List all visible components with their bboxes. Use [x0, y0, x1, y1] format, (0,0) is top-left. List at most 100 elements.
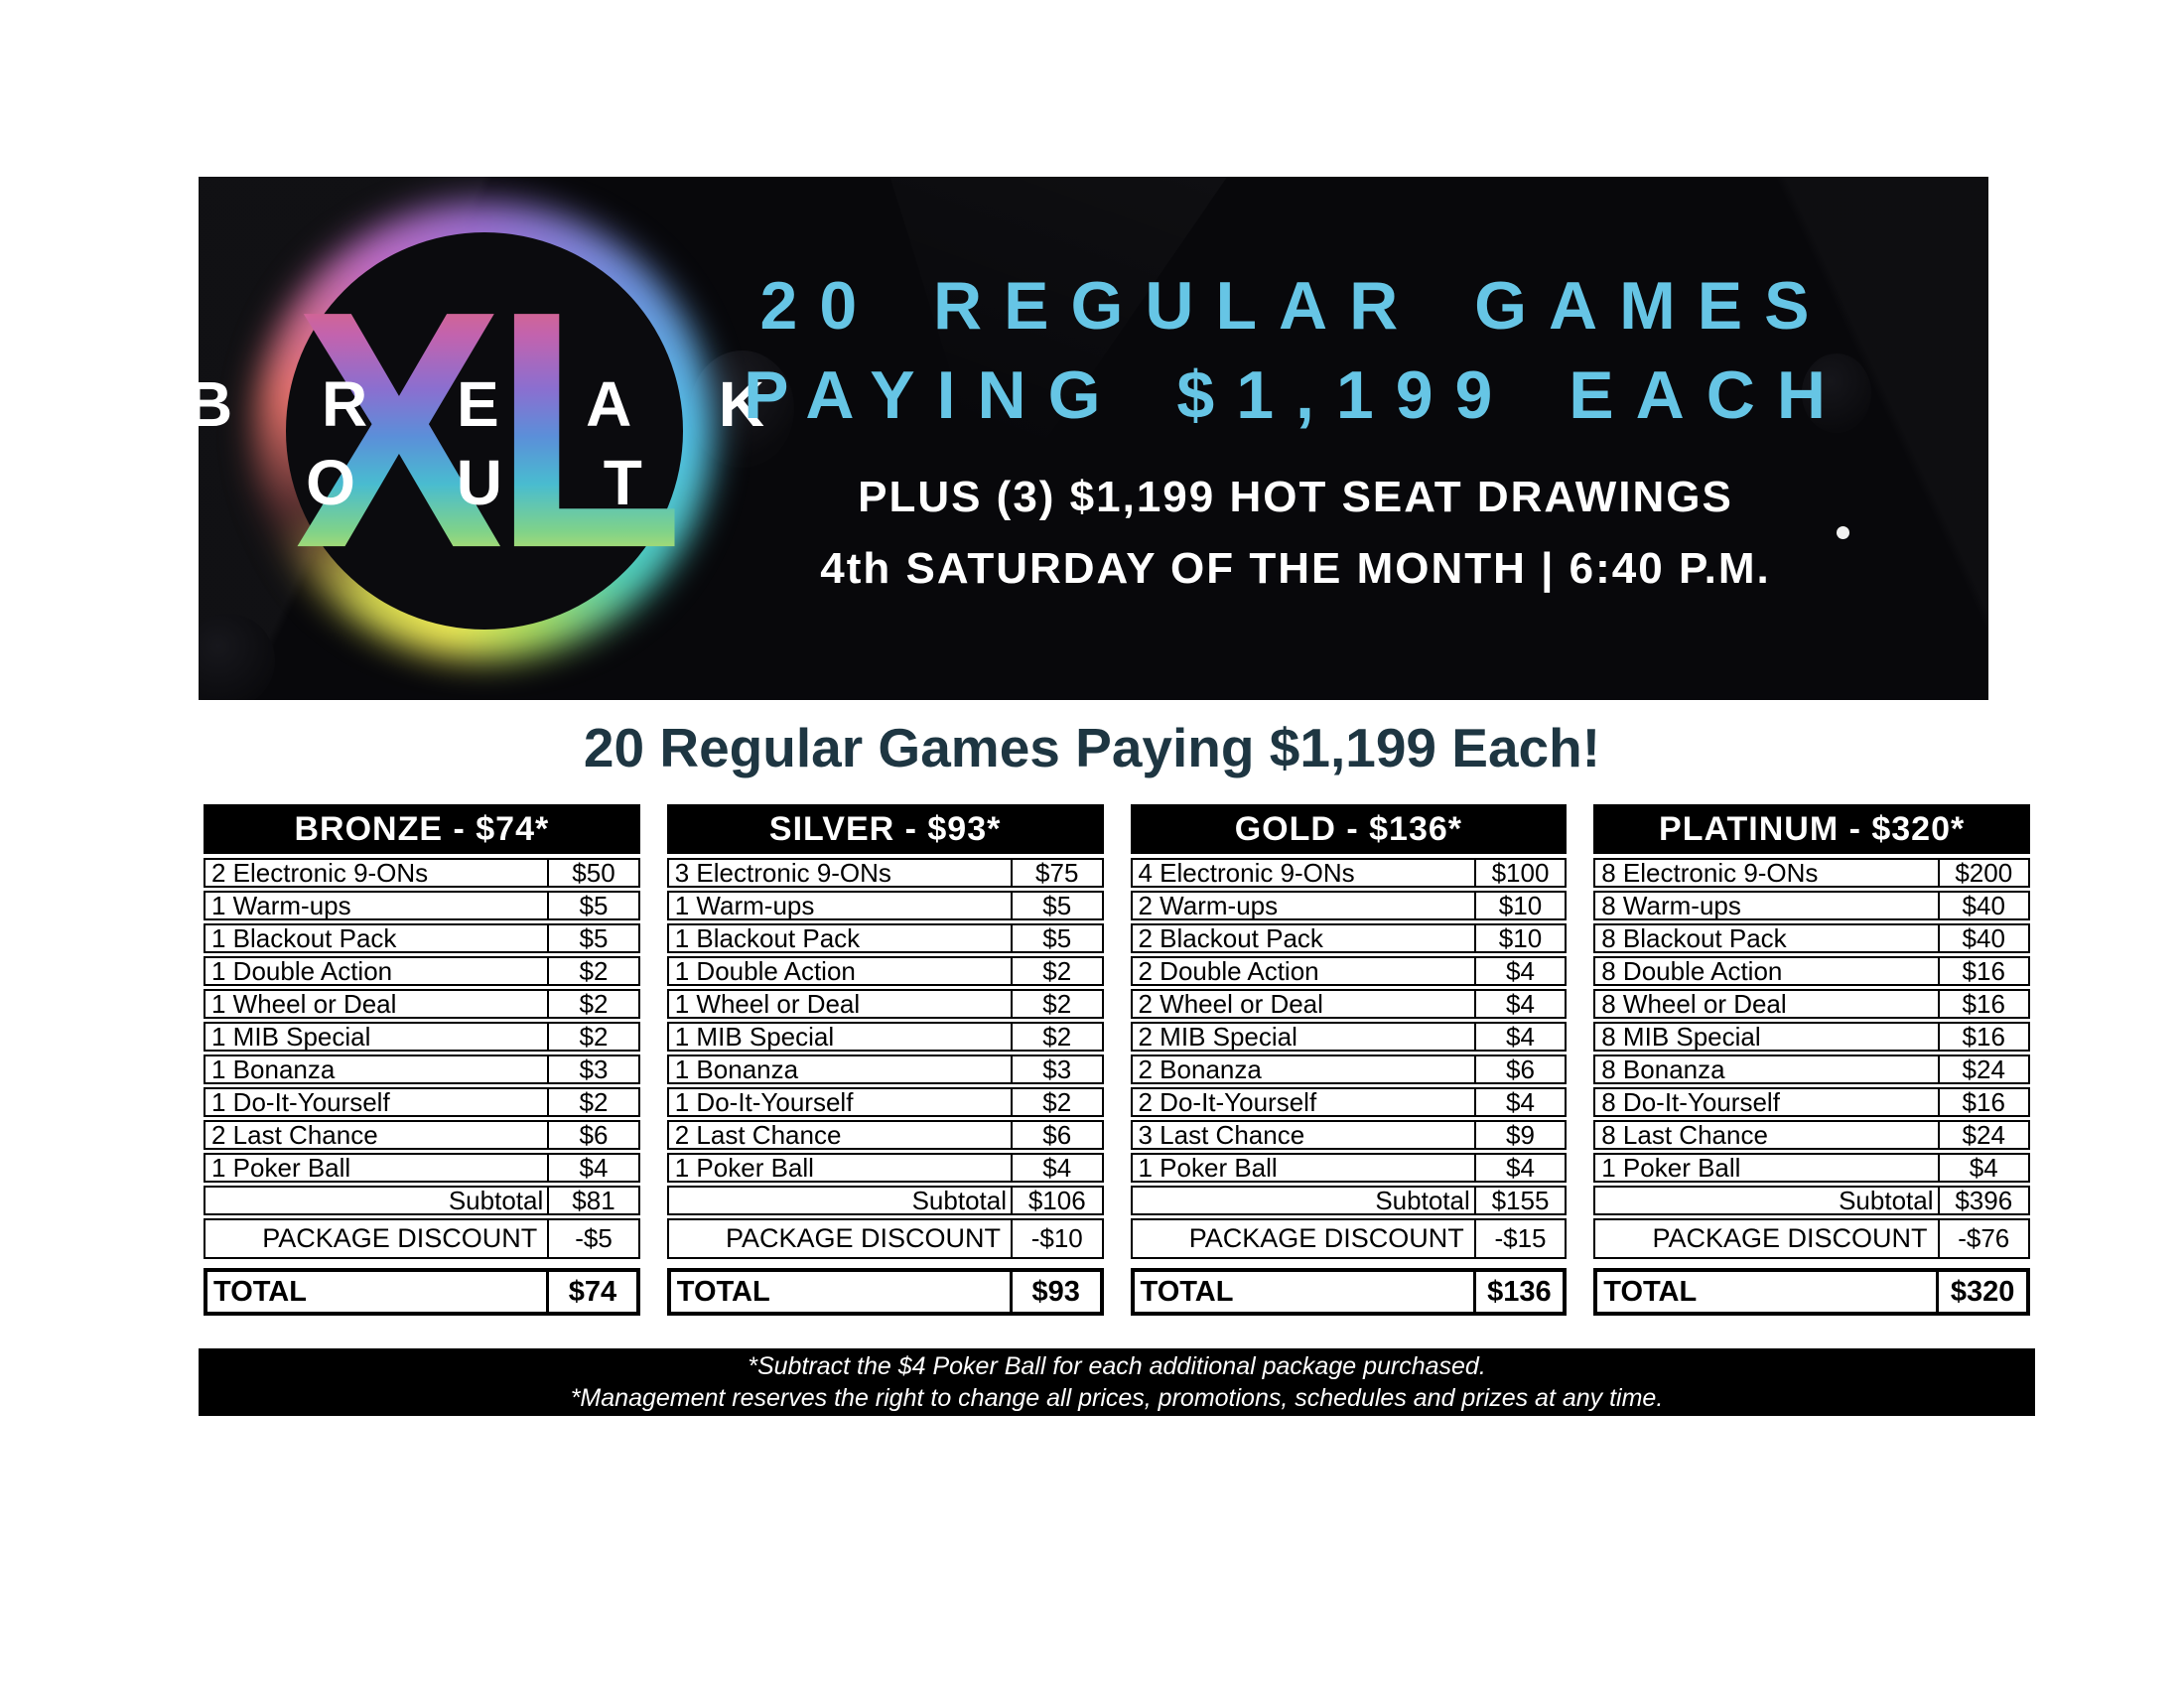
item-price: $40: [1937, 891, 2029, 920]
table-row: 8 Do-It-Yourself $16: [1593, 1087, 2030, 1117]
item-name: 1 Warm-ups: [211, 890, 351, 920]
table-row: 2 Warm-ups $10: [1130, 891, 1568, 920]
item-name: 3 Last Chance: [1138, 1119, 1305, 1150]
item-price: $16: [1937, 989, 2029, 1019]
package-table-body: 8 Electronic 9-ONs $200 8 Warm-ups $40 8…: [1593, 858, 2030, 1183]
total-value: $74: [546, 1272, 636, 1312]
package-discount-label: PACKAGE DISCOUNT: [262, 1223, 538, 1253]
table-row: 1 Blackout Pack $5: [666, 922, 1104, 953]
item-name: 8 Warm-ups: [1601, 890, 1741, 920]
package-table-header: BRONZE - $74*: [204, 804, 640, 854]
table-row: 1 Do-It-Yourself $2: [666, 1086, 1104, 1117]
table-row: 2 Last Chance $6: [204, 1120, 640, 1150]
package-discount-value: -$76: [1937, 1220, 2029, 1257]
item-name: 1 MIB Special: [211, 1021, 371, 1052]
item-price: $4: [1937, 1153, 2029, 1183]
logo-out-text: O U T: [306, 447, 684, 518]
table-row: 2 MIB Special $4: [1130, 1022, 1568, 1052]
item-price: $16: [1937, 1087, 2029, 1117]
table-row: 1 Poker Ball $4: [1130, 1153, 1568, 1183]
item-price: $4: [1473, 1087, 1566, 1117]
total-label: TOTAL: [1140, 1275, 1234, 1308]
item-name: 2 Last Chance: [674, 1119, 842, 1150]
package-table: BRONZE - $74* 2 Electronic 9-ONs $50 1 W…: [204, 804, 640, 1316]
item-price: $4: [1473, 989, 1566, 1019]
item-name: 2 Wheel or Deal: [1138, 988, 1323, 1019]
item-price: $100: [1473, 858, 1566, 888]
package-discount-row: PACKAGE DISCOUNT -$5: [204, 1218, 640, 1259]
table-row: 8 Blackout Pack $40: [1593, 923, 2030, 953]
total-row: TOTAL $93: [666, 1268, 1104, 1316]
package-tables: BRONZE - $74* 2 Electronic 9-ONs $50 1 W…: [204, 804, 2030, 1316]
dot-decoration: [1837, 526, 1849, 539]
banner-headline-line2: PAYING $1,199 EACH: [744, 357, 1847, 433]
item-price: $2: [547, 1022, 638, 1052]
item-price: $10: [1473, 891, 1566, 920]
subtotal-row: Subtotal $396: [1593, 1186, 2030, 1215]
item-name: 8 MIB Special: [1601, 1021, 1761, 1052]
table-row: 1 Warm-ups $5: [204, 891, 640, 920]
item-name: 1 Blackout Pack: [674, 922, 861, 953]
logo-black-circle: [286, 232, 683, 630]
package-discount-row: PACKAGE DISCOUNT -$10: [666, 1218, 1104, 1259]
table-row: 1 Wheel or Deal $2: [666, 988, 1104, 1019]
table-row: 1 Blackout Pack $5: [204, 923, 640, 953]
item-name: 8 Do-It-Yourself: [1601, 1086, 1780, 1117]
item-price: $4: [547, 1153, 638, 1183]
item-price: $2: [547, 989, 638, 1019]
item-price: $3: [547, 1055, 638, 1084]
total-row: TOTAL $74: [204, 1268, 640, 1316]
item-name: 1 Poker Ball: [211, 1152, 351, 1183]
total-row: TOTAL $136: [1130, 1268, 1568, 1316]
item-price: $5: [547, 891, 638, 920]
table-row: 8 Wheel or Deal $16: [1593, 989, 2030, 1019]
item-name: 1 Blackout Pack: [211, 922, 397, 953]
item-price: $2: [547, 956, 638, 986]
item-price: $2: [1011, 1022, 1102, 1052]
item-price: $2: [547, 1087, 638, 1117]
item-name: 1 Wheel or Deal: [674, 988, 861, 1019]
table-row: 4 Electronic 9-ONs $100: [1130, 857, 1568, 888]
item-name: 1 Poker Ball: [1601, 1152, 1741, 1183]
item-price: $5: [1011, 891, 1102, 920]
package-discount-row: PACKAGE DISCOUNT -$76: [1593, 1218, 2030, 1259]
total-value: $320: [1936, 1272, 2026, 1312]
table-row: 2 Electronic 9-ONs $50: [204, 858, 640, 888]
item-price: $75: [1011, 858, 1102, 888]
package-discount-label: PACKAGE DISCOUNT: [1188, 1223, 1464, 1253]
table-row: 8 Double Action $16: [1593, 956, 2030, 986]
package-table-body: 3 Electronic 9-ONs $75 1 Warm-ups $5 1 B…: [666, 857, 1104, 1183]
table-row: 2 Bonanza $6: [1130, 1055, 1568, 1084]
subtotal-value: $396: [1937, 1186, 2029, 1215]
item-price: $6: [1473, 1055, 1566, 1084]
table-row: 8 Last Chance $24: [1593, 1120, 2030, 1150]
table-row: 2 Last Chance $6: [666, 1119, 1104, 1150]
package-table-body: 4 Electronic 9-ONs $100 2 Warm-ups $10 2…: [1130, 857, 1568, 1183]
item-name: 1 Poker Ball: [674, 1152, 814, 1183]
subtotal-value: $155: [1473, 1186, 1566, 1215]
item-price: $24: [1937, 1120, 2029, 1150]
item-price: $4: [1011, 1153, 1102, 1183]
subtotal-label: Subtotal: [1375, 1185, 1470, 1215]
item-name: 4 Electronic 9-ONs: [1138, 857, 1355, 888]
item-name: 3 Electronic 9-ONs: [674, 857, 891, 888]
subtotal-label: Subtotal: [448, 1185, 544, 1215]
table-row: 1 Double Action $2: [666, 956, 1104, 986]
item-price: $24: [1937, 1055, 2029, 1084]
item-price: $2: [1011, 1087, 1102, 1117]
item-price: $16: [1937, 1022, 2029, 1052]
table-row: 8 MIB Special $16: [1593, 1022, 2030, 1052]
item-name: 2 Last Chance: [211, 1119, 378, 1150]
total-value: $93: [1009, 1272, 1100, 1312]
table-row: 1 MIB Special $2: [204, 1022, 640, 1052]
table-row: 1 Poker Ball $4: [204, 1153, 640, 1183]
item-name: 1 Do-It-Yourself: [674, 1086, 854, 1117]
package-table-header: SILVER - $93*: [666, 804, 1104, 854]
package-table-header: GOLD - $136*: [1130, 804, 1568, 854]
package-discount-label: PACKAGE DISCOUNT: [1652, 1223, 1928, 1253]
banner-blob-decoration: [199, 614, 275, 700]
subtotal-label: Subtotal: [1839, 1185, 1934, 1215]
item-price: $16: [1937, 956, 2029, 986]
breakout-xl-banner: XL B R E A K O U T 20 REGULAR GAMES PAYI…: [199, 177, 1988, 700]
